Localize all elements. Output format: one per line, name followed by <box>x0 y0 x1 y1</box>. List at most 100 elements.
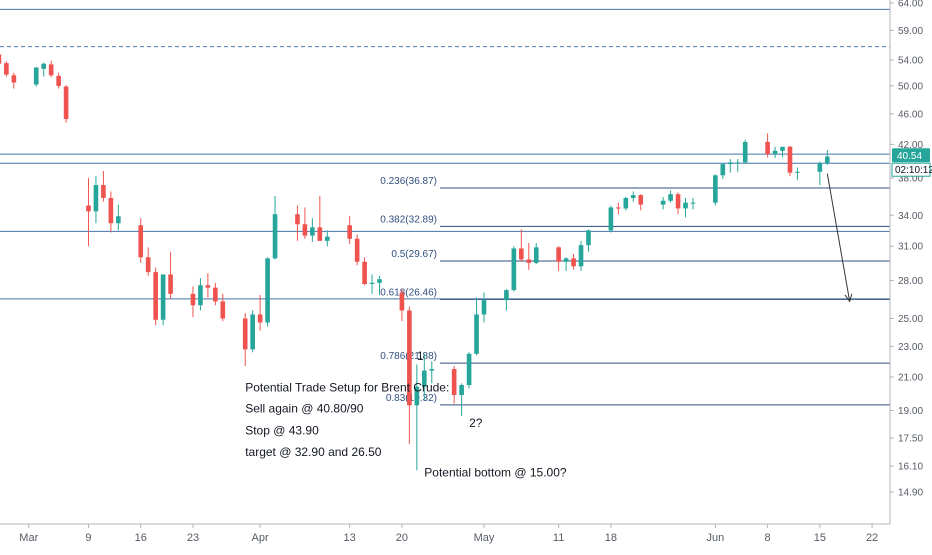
candle-body <box>780 146 785 151</box>
candle-body <box>616 207 621 209</box>
candle-body <box>690 202 696 204</box>
time-tick-label: 11 <box>553 532 564 544</box>
candle-body <box>377 279 382 283</box>
candle-body <box>511 248 517 291</box>
annotations-layer: Potential Trade Setup for Brent Crude: Se… <box>245 349 567 480</box>
time-tick-label: Mar <box>19 532 38 544</box>
candle-body <box>429 369 435 371</box>
candle-body <box>526 259 532 263</box>
annotation-text: 1 <box>417 349 424 363</box>
annotation-text: Potential bottom @ 15.00? <box>424 466 567 480</box>
candle-body <box>713 175 718 203</box>
candle-body <box>660 200 666 205</box>
candle-body <box>242 318 248 350</box>
candle-body <box>668 194 673 201</box>
countdown-badge <box>891 162 931 177</box>
target-arrow-layer <box>826 173 853 303</box>
annotation-text: Potential Trade Setup for Brent Crude: <box>245 381 449 395</box>
candle-body <box>727 162 733 165</box>
candles-layer <box>0 54 830 471</box>
price-tick-label: 42.00 <box>898 140 923 151</box>
candle-body <box>41 63 47 69</box>
time-tick-label: May <box>474 532 495 544</box>
time-tick-label: 16 <box>135 532 147 544</box>
price-tick-label: 21.00 <box>898 372 923 383</box>
time-tick-label: 22 <box>866 532 878 544</box>
time-tick-label: 23 <box>187 532 199 544</box>
candle-body <box>474 314 479 354</box>
time-axis[interactable]: Mar 9 16 23 Apr 13 20 May 11 18 Jun 8 15 22 <box>0 523 890 544</box>
candle-body <box>772 150 778 155</box>
candle-body <box>765 141 770 155</box>
candle-body <box>0 54 2 64</box>
fib-level-label: 0.5(29.67) <box>391 249 437 260</box>
candle-body <box>205 285 211 288</box>
candle-body <box>93 185 99 212</box>
candle-body <box>578 245 584 267</box>
price-axis[interactable]: 64.00 59.00 54.00 50.00 46.00 42.00 38.00 34.00… <box>889 0 923 524</box>
candle-body <box>481 300 487 315</box>
candle-body <box>519 248 524 260</box>
candle-body <box>310 227 315 236</box>
price-tick-label: 54.00 <box>898 56 923 67</box>
candle-body <box>56 75 61 86</box>
candle-body <box>265 258 270 323</box>
candle-body <box>220 301 226 319</box>
time-tick-label: 18 <box>605 532 617 544</box>
price-tick-label: 34.00 <box>898 211 923 222</box>
annotation-text: Stop @ 43.90 <box>245 423 319 437</box>
annotation-text: 2? <box>469 416 483 430</box>
candle-body <box>198 285 203 306</box>
annotation-text: Sell again @ 40.80/90 <box>245 401 364 415</box>
annotation-text: target @ 32.90 and 26.50 <box>245 445 382 459</box>
price-badge-layer: 40.54 02:10:12 <box>891 148 932 177</box>
price-tick-label: 17.50 <box>898 434 923 445</box>
candle-body <box>257 314 263 323</box>
candle-body <box>324 236 330 241</box>
candle-body <box>101 185 106 198</box>
candle-body <box>317 227 323 241</box>
candle-body <box>168 274 173 294</box>
price-tick-label: 59.00 <box>898 26 923 37</box>
price-tick-label: 19.00 <box>898 406 923 417</box>
candle-body <box>354 238 360 262</box>
candle-body <box>683 202 688 209</box>
candle-body <box>720 164 726 176</box>
time-tick-label: Jun <box>706 532 724 544</box>
candle-body <box>347 225 352 239</box>
candle-body <box>145 257 151 273</box>
candle-body <box>295 214 300 225</box>
price-tick-label: 50.00 <box>898 81 923 92</box>
candle-body <box>63 86 69 119</box>
candle-body <box>735 162 741 164</box>
time-tick-label: 8 <box>765 532 771 544</box>
price-tick-label: 38.00 <box>898 173 923 184</box>
last-price-badge <box>892 148 930 163</box>
candle-body <box>795 171 800 173</box>
candle-body <box>504 290 509 301</box>
candle-body <box>466 353 472 386</box>
candle-body <box>608 207 614 231</box>
candle-body <box>533 247 539 263</box>
candle-body <box>556 247 561 262</box>
time-tick-label: 9 <box>85 532 91 544</box>
price-tick-label: 16.10 <box>898 462 923 473</box>
candle-body <box>11 75 17 83</box>
candle-body <box>302 224 308 236</box>
price-tick-label: 23.00 <box>898 342 923 353</box>
candle-body <box>153 272 158 320</box>
candle-body <box>4 63 9 75</box>
candle-body <box>116 216 121 224</box>
candle-body <box>451 369 457 395</box>
price-tick-label: 64.00 <box>898 0 923 10</box>
candle-body <box>399 292 405 311</box>
countdown-label: 02:10:12 <box>895 165 932 176</box>
price-tick-label: 14.90 <box>898 488 923 499</box>
candle-body <box>675 194 681 209</box>
candle-body <box>138 225 144 258</box>
candle-body <box>824 156 830 164</box>
fib-level-label: 0.382(32.89) <box>380 214 437 225</box>
candle-body <box>742 141 748 163</box>
time-tick-label: 15 <box>814 532 826 544</box>
